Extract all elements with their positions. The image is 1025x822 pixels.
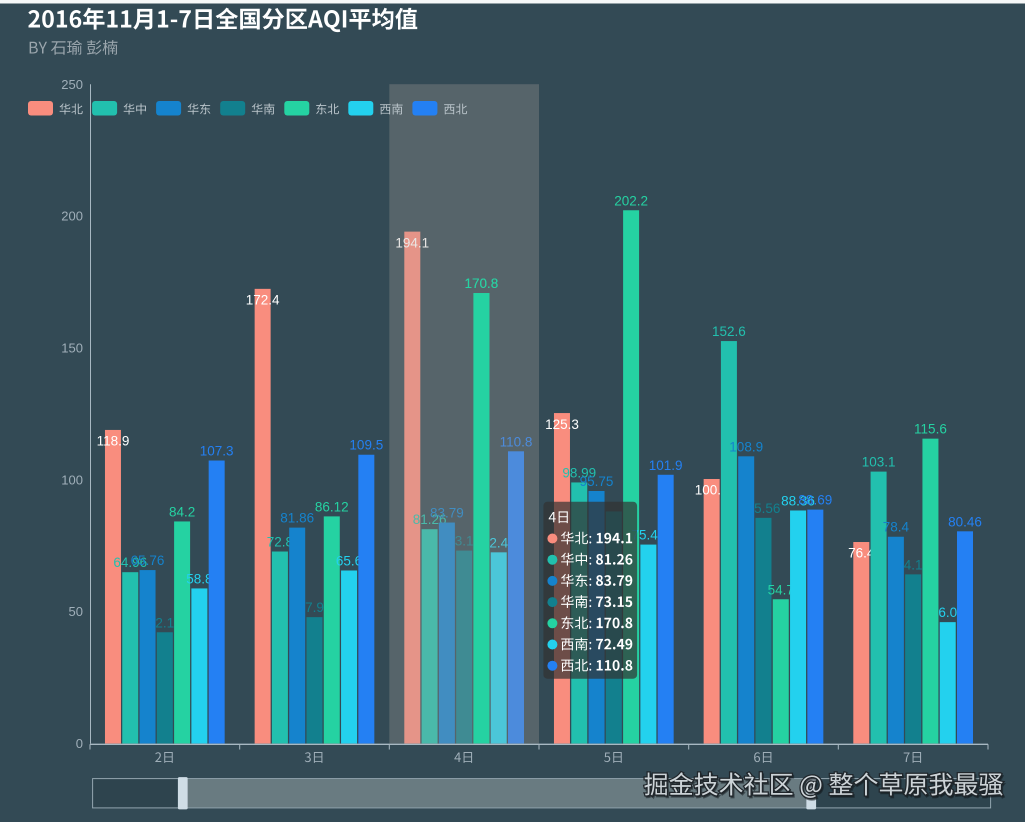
svg-text:108.9: 108.9 xyxy=(729,439,763,454)
svg-text:115.6: 115.6 xyxy=(914,422,947,437)
svg-text:98.99: 98.99 xyxy=(562,465,596,480)
svg-text:200: 200 xyxy=(61,209,83,224)
svg-text:65.6: 65.6 xyxy=(336,554,362,569)
svg-text:100.3: 100.3 xyxy=(695,483,729,498)
svg-text:65.76: 65.76 xyxy=(131,553,165,568)
svg-text:75.43: 75.43 xyxy=(631,528,665,543)
svg-text:125.3: 125.3 xyxy=(545,417,579,432)
svg-text:107.3: 107.3 xyxy=(200,444,234,459)
svg-text:72.8: 72.8 xyxy=(267,535,293,550)
svg-text:0: 0 xyxy=(76,736,83,751)
svg-text:86.12: 86.12 xyxy=(315,499,349,514)
svg-text:5.56: 5.56 xyxy=(754,501,780,516)
svg-text:110.8: 110.8 xyxy=(500,434,533,449)
svg-text:170.8: 170.8 xyxy=(465,276,499,291)
svg-text:150: 150 xyxy=(61,341,83,356)
svg-text:194.1: 194.1 xyxy=(395,235,429,250)
svg-text:109.5: 109.5 xyxy=(349,438,383,453)
svg-text:152.6: 152.6 xyxy=(712,324,746,339)
svg-text:172.4: 172.4 xyxy=(246,293,280,308)
svg-text:76.4: 76.4 xyxy=(848,546,875,561)
svg-text:250: 250 xyxy=(61,77,83,92)
svg-text:88.36: 88.36 xyxy=(781,493,815,508)
svg-text:100: 100 xyxy=(61,472,83,487)
svg-text:202.2: 202.2 xyxy=(614,193,648,208)
svg-text:78.4: 78.4 xyxy=(883,520,910,535)
svg-text:64.96: 64.96 xyxy=(113,555,147,570)
svg-text:72.49: 72.49 xyxy=(482,535,516,550)
svg-text:83.79: 83.79 xyxy=(430,506,464,521)
svg-text:80.46: 80.46 xyxy=(948,514,982,529)
svg-text:170.8: 170.8 xyxy=(465,276,499,291)
svg-text:58.8: 58.8 xyxy=(186,571,212,586)
svg-text:88.69: 88.69 xyxy=(798,493,832,508)
svg-text:118.9: 118.9 xyxy=(97,434,130,449)
svg-text:101.9: 101.9 xyxy=(649,458,683,473)
svg-text:50: 50 xyxy=(69,604,83,619)
svg-text:81.86: 81.86 xyxy=(280,511,314,526)
svg-text:95.75: 95.75 xyxy=(580,474,614,489)
svg-text:103.1: 103.1 xyxy=(862,455,896,470)
svg-text:54.7: 54.7 xyxy=(768,582,794,597)
svg-text:84.2: 84.2 xyxy=(169,504,195,519)
svg-text:81.26: 81.26 xyxy=(413,512,447,527)
